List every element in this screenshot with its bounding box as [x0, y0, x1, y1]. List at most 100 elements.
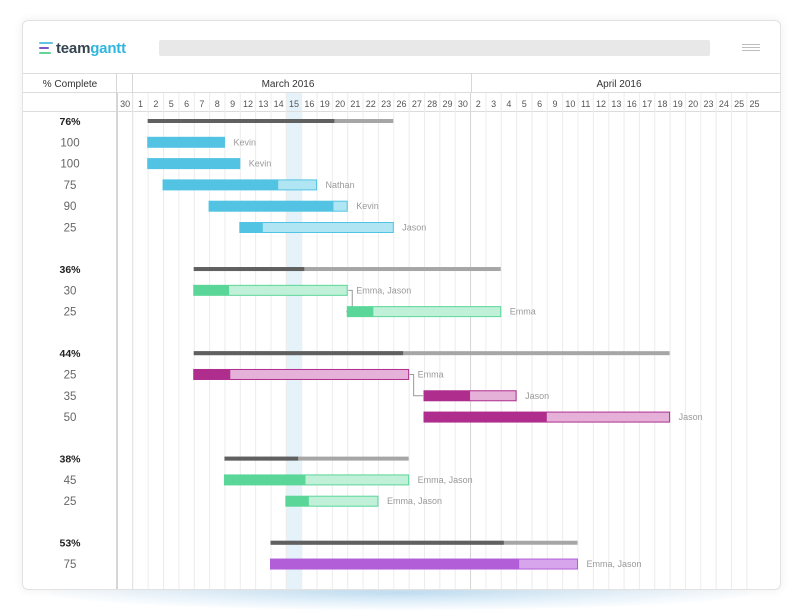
day-label: 5	[169, 99, 174, 109]
task-percent: 45	[64, 475, 77, 487]
task-percent: 75	[64, 559, 77, 571]
task-percent: 25	[64, 496, 77, 508]
task-percent: 50	[64, 412, 77, 424]
task-bar-progress	[270, 559, 520, 570]
task-bar-progress	[239, 222, 263, 233]
group-percent: 44%	[59, 348, 81, 360]
day-label: 12	[596, 99, 606, 109]
task-percent: 30	[64, 285, 77, 297]
task-assignee-label: Jason	[402, 223, 426, 233]
day-label: 16	[627, 99, 637, 109]
day-label: 11	[581, 99, 590, 109]
task-assignee-label: Jason	[525, 391, 549, 401]
task-assignee-label: Emma	[418, 369, 444, 379]
task-bar-progress	[147, 158, 240, 169]
day-label: 5	[522, 99, 527, 109]
search-bar[interactable]	[159, 40, 710, 56]
task-percent: 25	[64, 307, 77, 319]
day-label: 6	[184, 99, 189, 109]
day-label: 27	[412, 99, 422, 109]
day-label: 26	[396, 99, 406, 109]
group-summary-bar[interactable]	[193, 351, 670, 356]
task-assignee-label: Emma	[510, 307, 536, 317]
dependency-connector	[409, 373, 423, 397]
day-label: 30	[120, 99, 130, 109]
day-label: 13	[258, 99, 268, 109]
day-label: 6	[537, 99, 542, 109]
group-summary-progress	[193, 267, 305, 272]
day-label: 25	[750, 99, 760, 109]
task-assignee-label: Kevin	[356, 201, 379, 211]
task-bar-progress	[193, 369, 231, 380]
task-percent: 100	[60, 137, 79, 149]
day-label: 1	[138, 99, 143, 109]
task-bar-progress	[285, 496, 309, 507]
task-percent: 25	[64, 369, 77, 381]
day-label: 23	[381, 99, 391, 109]
day-label: 17	[642, 99, 652, 109]
day-label: 23	[703, 99, 713, 109]
month-label-march: March 2016	[262, 79, 315, 90]
task-percent: 75	[64, 180, 77, 192]
day-label: 25	[734, 99, 744, 109]
group-summary-bar[interactable]	[224, 456, 409, 461]
brand-name: teamgantt	[56, 40, 126, 57]
day-label: 19	[320, 99, 330, 109]
day-label: 13	[611, 99, 621, 109]
task-assignee-label: Jason	[679, 412, 703, 422]
task-bar-progress	[424, 390, 471, 401]
app-window: teamgantt % Complete March 2016 April 2016…	[22, 20, 781, 590]
group-percent: 53%	[59, 538, 81, 550]
day-label: 9	[552, 99, 557, 109]
task-assignee-label: Nathan	[326, 180, 355, 190]
day-label: 21	[350, 99, 360, 109]
group-summary-progress	[147, 119, 335, 123]
task-percent: 100	[60, 159, 79, 171]
day-label: 22	[366, 99, 376, 109]
task-assignee-label: Emma, Jason	[418, 475, 473, 485]
day-label: 4	[506, 99, 511, 109]
task-bar-progress	[424, 412, 547, 423]
hamburger-menu-icon[interactable]	[742, 43, 760, 53]
group-summary-progress	[224, 456, 299, 461]
task-assignee-label: Kevin	[233, 137, 256, 147]
group-summary-bar[interactable]	[193, 267, 501, 272]
group-summary-progress	[270, 540, 504, 545]
task-bar-progress	[147, 137, 225, 148]
day-label: 19	[673, 99, 683, 109]
day-label: 18	[657, 99, 667, 109]
task-bar-progress	[163, 179, 279, 190]
day-label: 24	[719, 99, 729, 109]
task-bar-progress	[193, 285, 230, 296]
task-bar[interactable]	[239, 222, 394, 233]
day-label: 29	[443, 99, 453, 109]
task-percent: 25	[64, 223, 77, 235]
day-label: 12	[243, 99, 253, 109]
group-percent: 38%	[59, 454, 81, 466]
group-percent: 76%	[59, 116, 81, 128]
day-label: 2	[476, 99, 481, 109]
task-bar-progress	[224, 474, 306, 485]
day-label: 7	[199, 99, 204, 109]
day-label: 3	[491, 99, 496, 109]
day-label: 8	[215, 99, 220, 109]
day-label: 20	[335, 99, 345, 109]
teamgantt-logo[interactable]: teamgantt	[39, 37, 126, 59]
day-label: 20	[688, 99, 698, 109]
task-bar-progress	[347, 306, 374, 317]
task-percent: 35	[64, 391, 77, 403]
day-label: 28	[427, 99, 437, 109]
day-label: 16	[304, 99, 314, 109]
task-assignee-label: Kevin	[249, 159, 272, 169]
brand-name-part2: gantt	[90, 39, 126, 57]
brand-name-part1: team	[56, 39, 91, 57]
month-label-april: April 2016	[596, 79, 641, 90]
logo-mark-icon	[39, 42, 53, 54]
day-label: 10	[565, 99, 575, 109]
day-label: 14	[274, 99, 284, 109]
today-highlight-column	[285, 93, 302, 589]
task-bar-progress	[209, 201, 334, 212]
group-summary-progress	[193, 351, 404, 356]
day-label: 30	[458, 99, 468, 109]
